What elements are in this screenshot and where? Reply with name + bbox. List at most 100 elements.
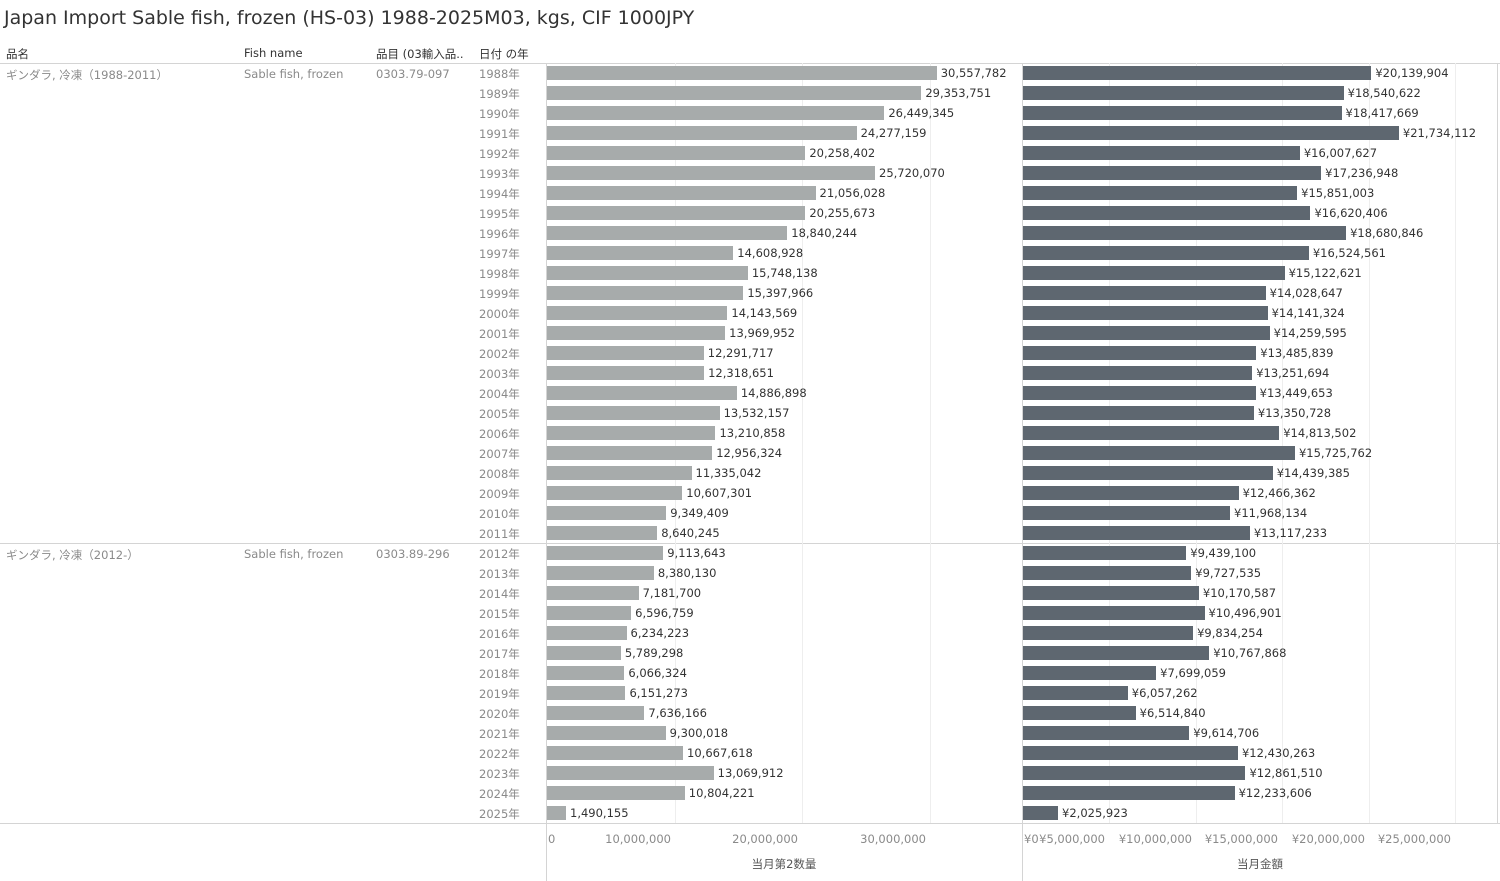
chart-title: Japan Import Sable fish, frozen (HS-03) … <box>4 7 695 29</box>
value-data-label: ¥18,680,846 <box>1350 226 1424 240</box>
year-label: 2022年 <box>479 747 520 761</box>
year-label: 2014年 <box>479 587 520 601</box>
year-label: 2019年 <box>479 687 520 701</box>
value-bar <box>1023 366 1253 380</box>
value-bar <box>1023 526 1250 540</box>
quantity-bar <box>547 106 885 120</box>
year-label: 2012年 <box>479 547 520 561</box>
value-bar <box>1023 726 1190 740</box>
value-data-label: ¥13,117,233 <box>1253 526 1328 540</box>
quantity-data-label: 7,181,700 <box>642 586 702 600</box>
year-label: 2018年 <box>479 667 520 681</box>
value-tick-label: ¥20,000,000 <box>1291 832 1365 846</box>
quantity-data-label: 9,349,409 <box>670 506 729 520</box>
value-data-label: ¥2,025,923 <box>1062 806 1128 820</box>
quantity-data-label: 21,056,028 <box>819 186 886 200</box>
value-data-label: ¥10,170,587 <box>1202 586 1277 600</box>
year-label: 2016年 <box>479 627 520 641</box>
quantity-data-label: 29,353,751 <box>925 86 992 100</box>
header-divider <box>0 63 1500 64</box>
year-label: 1997年 <box>479 247 520 261</box>
year-label: 2001年 <box>479 327 520 341</box>
quantity-bar <box>547 526 658 540</box>
year-label: 2006年 <box>479 427 520 441</box>
quantity-data-label: 5,789,298 <box>624 646 684 660</box>
value-bar <box>1023 66 1372 80</box>
value-data-label: ¥15,851,003 <box>1301 186 1375 200</box>
quantity-bar <box>547 246 734 260</box>
quantity-bar <box>547 706 645 720</box>
value-gridline <box>1282 63 1283 823</box>
quantity-data-label: 12,956,324 <box>716 446 783 460</box>
value-data-label: ¥12,466,362 <box>1242 486 1316 500</box>
header-year[interactable]: 日付 の年 <box>479 47 529 61</box>
value-bar <box>1023 646 1210 660</box>
group-product-label: ギンダラ, 冷凍（2012-） <box>6 548 139 562</box>
value-data-label: ¥16,007,627 <box>1303 146 1378 160</box>
quantity-data-label: 6,234,223 <box>630 626 690 640</box>
quantity-data-label: 25,720,070 <box>879 166 945 180</box>
year-label: 2008年 <box>479 467 520 481</box>
value-data-label: ¥9,439,100 <box>1190 546 1257 560</box>
quantity-data-label: 13,210,858 <box>719 426 786 440</box>
value-data-label: ¥9,727,535 <box>1195 566 1262 580</box>
quantity-data-label: 14,886,898 <box>740 386 807 400</box>
value-bar <box>1023 586 1199 600</box>
year-label: 1988年 <box>479 67 520 81</box>
year-label: 1998年 <box>479 267 520 281</box>
value-gridline <box>1369 63 1370 823</box>
year-label: 1996年 <box>479 227 520 241</box>
value-data-label: ¥9,614,706 <box>1193 726 1260 740</box>
value-bar <box>1023 246 1309 260</box>
header-product[interactable]: 品名 <box>6 47 29 61</box>
quantity-bar <box>547 806 566 820</box>
value-data-label: ¥12,861,510 <box>1249 766 1323 780</box>
quantity-bar <box>547 166 875 180</box>
value-data-label: ¥6,514,840 <box>1139 706 1206 720</box>
value-bar <box>1023 206 1311 220</box>
value-data-label: ¥6,057,262 <box>1131 686 1198 700</box>
value-data-label: ¥16,524,561 <box>1312 246 1386 260</box>
value-bar <box>1023 326 1270 340</box>
right-border <box>1497 63 1498 823</box>
value-axis-title: 当月金額 <box>1237 857 1283 871</box>
quantity-bar <box>547 346 704 360</box>
quantity-data-label: 10,804,221 <box>688 786 755 800</box>
quantity-bar <box>547 626 627 640</box>
value-bar <box>1023 286 1266 300</box>
quantity-data-label: 13,532,157 <box>723 406 790 420</box>
value-bar <box>1023 786 1235 800</box>
group-fish-label: Sable fish, frozen <box>244 547 344 561</box>
value-gridline <box>1196 63 1197 823</box>
quantity-bar <box>547 566 654 580</box>
quantity-bar <box>547 366 705 380</box>
year-label: 2002年 <box>479 347 520 361</box>
quantity-bar <box>547 446 713 460</box>
group-code-label: 0303.89-296 <box>376 547 450 561</box>
value-bar <box>1023 266 1285 280</box>
value-bar <box>1023 186 1298 200</box>
value-gridline <box>1109 63 1110 823</box>
value-data-label: ¥13,251,694 <box>1256 366 1330 380</box>
header-fish-name[interactable]: Fish name <box>244 46 303 60</box>
value-data-label: ¥12,233,606 <box>1238 786 1312 800</box>
quantity-bar <box>547 506 667 520</box>
value-bar <box>1023 386 1256 400</box>
value-data-label: ¥15,725,762 <box>1298 446 1373 460</box>
quantity-bar <box>547 226 788 240</box>
year-label: 2025年 <box>479 807 520 821</box>
value-tick-label: ¥15,000,000 <box>1204 832 1278 846</box>
value-data-label: ¥13,485,839 <box>1260 346 1334 360</box>
quantity-data-label: 13,069,912 <box>717 766 784 780</box>
value-tick-label: ¥10,000,000 <box>1118 832 1192 846</box>
quantity-axis-title: 当月第2数量 <box>751 857 817 871</box>
value-bar <box>1023 146 1300 160</box>
quantity-gridline <box>930 63 931 823</box>
value-bar <box>1023 806 1059 820</box>
quantity-tick-label: 30,000,000 <box>860 832 926 846</box>
header-item-code[interactable]: 品目 (03輸入品.. <box>376 47 464 61</box>
value-bar <box>1023 426 1280 440</box>
quantity-data-label: 6,151,273 <box>629 686 688 700</box>
year-label: 2024年 <box>479 787 520 801</box>
value-data-label: ¥13,449,653 <box>1259 386 1333 400</box>
